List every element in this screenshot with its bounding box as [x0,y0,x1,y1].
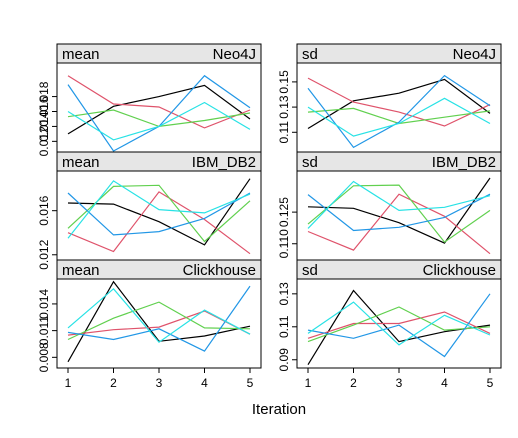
series-line [307,180,491,229]
y-tick-label: 0.09 [277,348,291,372]
series-line [307,77,491,127]
series-line [307,293,491,358]
x-tick-label: 1 [65,376,72,390]
strip-stat-label: mean [62,154,100,171]
x-axis-label: Iteration [252,401,306,418]
series-line [307,177,491,244]
strip-stat-label: sd [302,154,318,171]
strip-db-label: Clickhouse [183,262,256,279]
y-tick-label: 0.15 [277,70,291,94]
x-tick-label: 5 [487,376,494,390]
series-line [67,84,251,135]
y-tick-label: 0.13 [277,95,291,119]
y-tick-label: 0.13 [277,282,291,306]
series-line [307,184,491,243]
series-line [307,107,491,125]
y-tick-label: 0.014 [37,289,51,319]
series-line [67,180,251,239]
series-line [67,192,251,236]
x-tick-label: 3 [396,376,403,390]
y-tick-label: 0.016 [37,195,51,225]
series-line [67,191,251,255]
series-line [307,311,491,339]
strip-stat-label: mean [62,46,100,63]
series-line [67,285,251,352]
series-line [307,78,491,130]
strip-db-label: IBM_DB2 [432,154,496,171]
series-line [67,178,251,246]
y-tick-label: 0.11 [277,121,291,144]
y-tick-label: 0.012 [37,239,51,269]
x-tick-label: 4 [201,376,208,390]
strip-db-label: IBM_DB2 [192,154,256,171]
y-tick-label: 0.11 [277,315,291,338]
series-line [67,287,251,344]
x-tick-label: 2 [110,376,117,390]
x-tick-label: 4 [441,376,448,390]
panel-sd-ibm_db2: sd IBM_DB2 0.110 0.125 [277,151,502,269]
series-line [307,97,491,137]
x-axis-left: 1 2 3 4 5 [65,368,254,390]
series-line [307,306,491,343]
series-line [307,193,491,255]
x-axes-layer: 1 2 3 4 5 1 2 3 4 5 [65,368,494,390]
strip-stat-label: sd [302,46,318,63]
panel-sd-clickhouse: sd Clickhouse 0.09 0.11 0.13 [277,259,502,372]
x-tick-label: 3 [156,376,163,390]
y-tick-label: 0.016 [37,96,51,126]
y-tick-label: 0.008 [37,342,51,372]
y-tick-label: 0.014 [37,111,51,141]
series-line [67,301,251,341]
x-axis-right: 1 2 3 4 5 [305,368,494,390]
series-line [67,75,251,129]
series-line [307,289,491,366]
panel-frame [56,62,262,161]
strip-db-label: Neo4J [213,46,256,63]
y-tick-label: 0.110 [277,229,291,258]
series-line [307,301,491,346]
y-tick-label: 0.018 [37,81,51,111]
x-tick-label: 5 [247,376,254,390]
panel-mean-ibm_db2: mean IBM_DB2 0.012 0.016 [37,151,262,270]
strip-stat-label: mean [62,262,100,279]
series-line [307,193,491,232]
series-line [67,280,251,363]
strip-db-label: Clickhouse [423,262,496,279]
panel-sd-neo4j: sd Neo4J 0.11 0.130.15 [277,43,502,161]
y-tick-label: 0.125 [277,197,291,227]
strip-db-label: Neo4J [453,46,496,63]
series-line [67,101,251,141]
x-tick-label: 2 [350,376,357,390]
y-tick-label: 0.012 [37,126,51,156]
x-tick-label: 1 [305,376,312,390]
series-line [307,74,491,149]
y-tick-label: 0.011 [37,316,51,345]
strip-stat-label: sd [302,262,318,279]
